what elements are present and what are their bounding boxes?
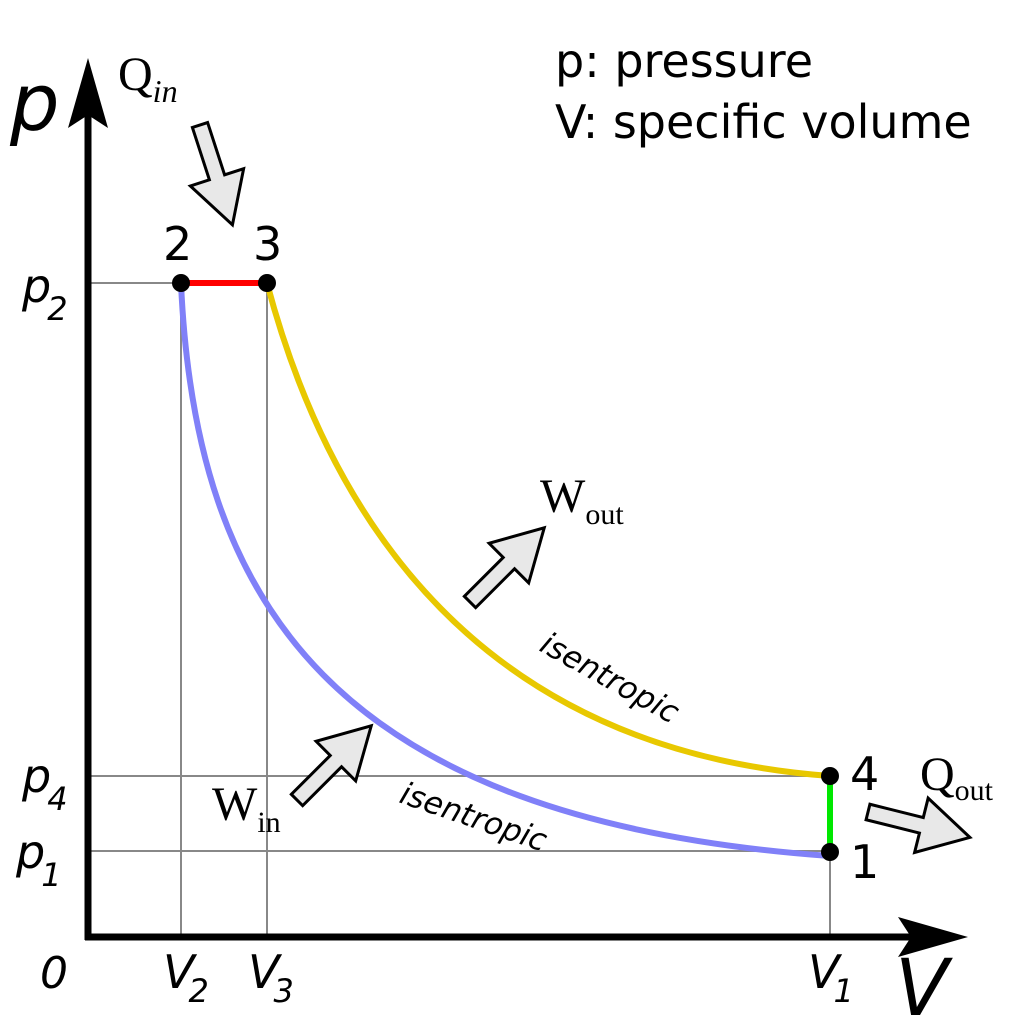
curve-label: isentropic <box>395 776 551 860</box>
symbol: W <box>540 470 586 523</box>
grid-lines <box>88 282 831 937</box>
x-tick-label: V2 <box>163 945 209 1010</box>
symbol: V <box>248 945 283 999</box>
cycle-curves <box>178 280 833 859</box>
subscript: 4 <box>47 780 67 818</box>
y-tick-label: p1 <box>15 825 62 894</box>
point-label: 3 <box>253 217 282 271</box>
subscript: out <box>585 498 624 531</box>
symbol: p <box>15 825 45 879</box>
symbol: p <box>21 259 51 313</box>
work-in-label: Win <box>212 778 281 839</box>
heat-out-label: Qout <box>920 748 994 807</box>
x-tick-label: V3 <box>248 945 294 1010</box>
symbol: p <box>21 749 51 803</box>
compression-curve <box>178 282 831 859</box>
point-label: 2 <box>163 217 192 271</box>
y-tick-labels: p2 p4 p1 <box>15 259 68 894</box>
subscript: in <box>153 73 178 109</box>
y-tick-label: p4 <box>21 749 68 818</box>
subscript: 1 <box>833 972 853 1010</box>
subscript: out <box>955 774 994 807</box>
subscript: 1 <box>41 856 61 894</box>
subscript: in <box>257 806 280 839</box>
subscript: 2 <box>188 972 208 1010</box>
symbol: V <box>808 945 843 999</box>
y-axis-label: p <box>9 59 60 149</box>
x-tick-label: V1 <box>808 945 854 1010</box>
hollow-arrows <box>187 120 973 855</box>
subscript: 2 <box>47 290 67 328</box>
symbol: Q <box>920 748 955 801</box>
heat-in-label: Qin <box>118 48 178 109</box>
subscript: 3 <box>273 972 293 1010</box>
symbol: W <box>212 778 258 831</box>
x-tick-labels: V2 V3 V1 <box>163 945 854 1010</box>
state-points <box>172 274 839 861</box>
symbol: V <box>163 945 198 999</box>
expansion-curve <box>264 282 831 779</box>
axes <box>68 58 968 957</box>
legend-entry: V: specific volume <box>555 95 972 149</box>
y-tick-label: p2 <box>21 259 68 328</box>
x-axis-label: V <box>895 944 953 1024</box>
point-label: 4 <box>850 747 879 801</box>
work-out-label: Wout <box>540 470 624 531</box>
origin-label: 0 <box>40 948 68 999</box>
legend-entry: p: pressure <box>555 34 813 88</box>
symbol: Q <box>118 48 153 101</box>
curve-label: isentropic <box>534 626 685 732</box>
point-label: 1 <box>850 835 879 889</box>
